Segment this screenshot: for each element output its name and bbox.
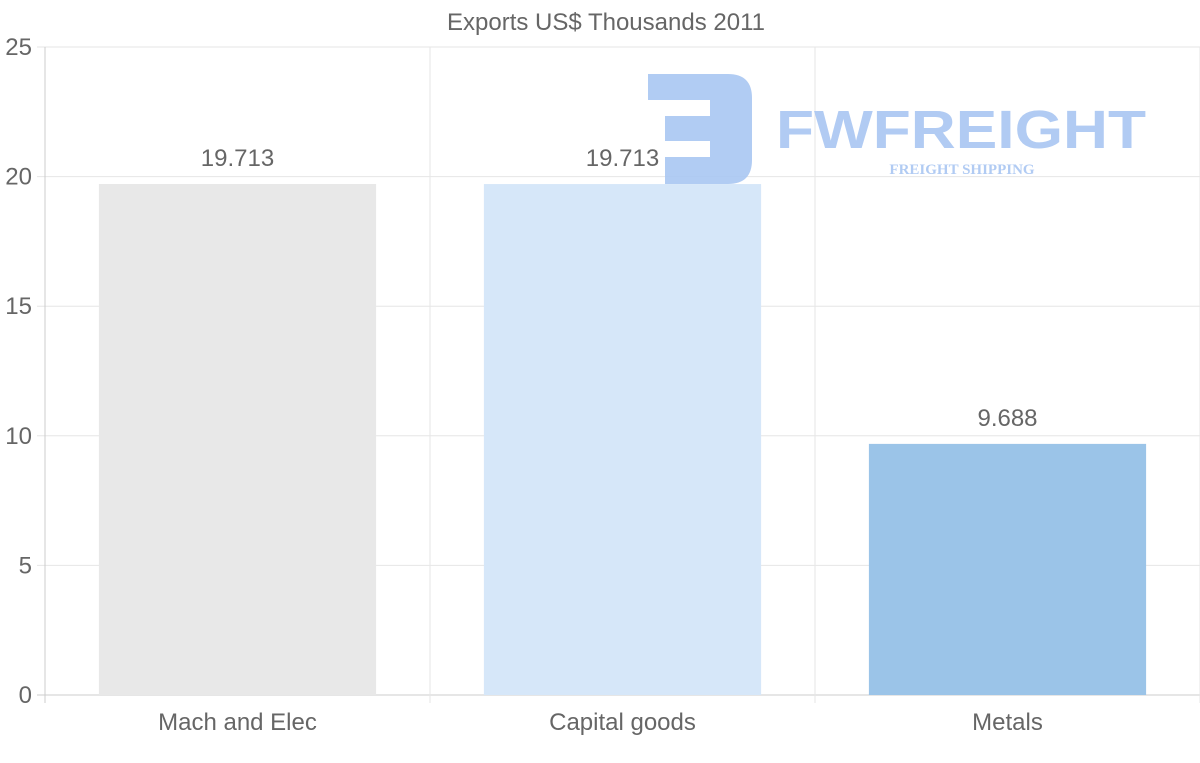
y-tick-label: 5 — [19, 552, 32, 579]
bars — [98, 184, 1147, 695]
y-tick-label: 10 — [5, 423, 32, 450]
logo-mark-icon — [648, 74, 752, 184]
y-tick-label: 25 — [5, 34, 32, 61]
data-label: 9.688 — [977, 405, 1037, 432]
x-tick-label: Mach and Elec — [158, 709, 317, 736]
x-tick-label: Capital goods — [549, 709, 696, 736]
y-tick-label: 15 — [5, 293, 32, 320]
bar — [483, 184, 762, 695]
x-tick-label: Metals — [972, 709, 1043, 736]
data-label: 19.713 — [201, 145, 274, 172]
bar — [868, 443, 1147, 695]
chart-title: Exports US$ Thousands 2011 — [447, 9, 765, 36]
watermark-tagline: FREIGHT SHIPPING — [889, 162, 1034, 178]
watermark-logo: FWFREIGHT FREIGHT SHIPPING — [648, 74, 1146, 184]
data-labels: 19.713 19.713 9.688 — [201, 145, 1038, 432]
data-label: 19.713 — [586, 145, 659, 172]
bar — [98, 184, 377, 695]
y-tick-label: 0 — [19, 682, 32, 709]
grid: 0 5 10 15 20 25 Mach and Elec Capital goods Meta… — [5, 34, 1200, 736]
y-tick-label: 20 — [5, 164, 32, 191]
watermark-brand: FWFREIGHT — [776, 100, 1146, 160]
